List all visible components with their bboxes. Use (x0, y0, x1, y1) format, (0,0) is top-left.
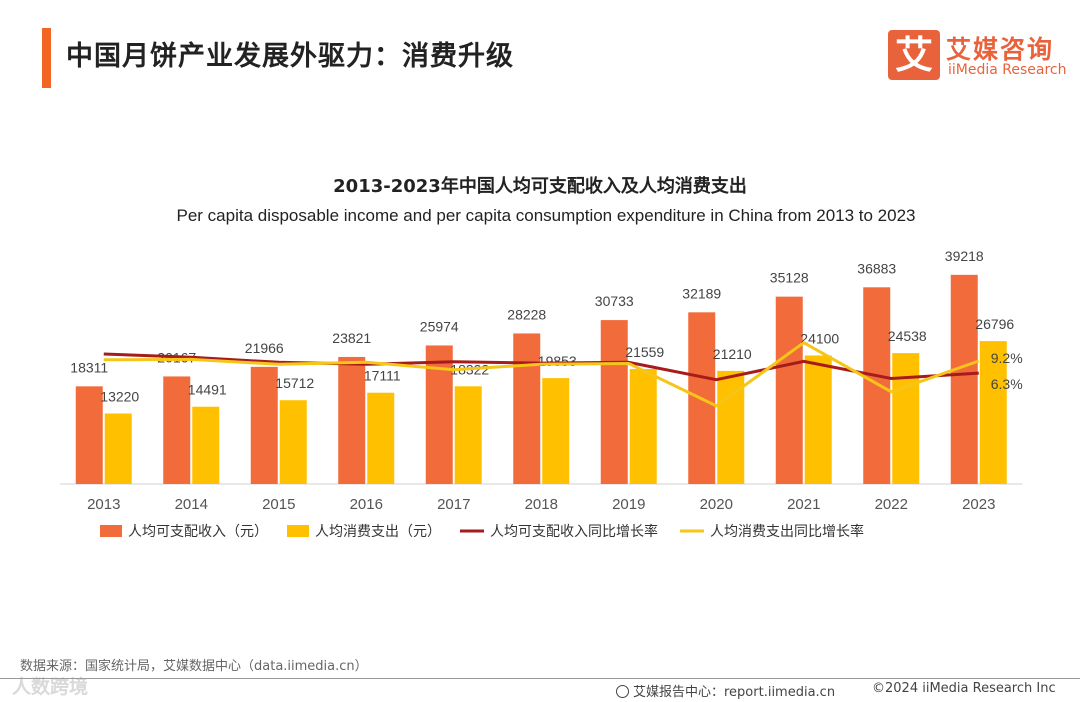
bar-consumption (454, 386, 482, 484)
bar-consumption (104, 413, 132, 484)
bar-consumption (804, 355, 832, 484)
bar-consumption (542, 378, 570, 484)
data-label: 15712 (275, 375, 314, 391)
x-tick-label: 2022 (875, 496, 908, 513)
data-label: 28228 (507, 306, 546, 322)
bar-consumption (279, 400, 307, 484)
x-tick-label: 2016 (350, 496, 383, 513)
bar-income (775, 296, 803, 484)
x-tick-label: 2023 (962, 496, 995, 513)
iimedia-logo: 艾 艾媒咨询 iiMedia Research (888, 30, 1067, 82)
footer-copyright: ©2024 iiMedia Research Inc (872, 681, 1056, 696)
data-label: 17111 (364, 368, 401, 384)
x-tick-label: 2019 (612, 496, 645, 513)
chart-title: 2013-2023年中国人均可支配收入及人均消费支出 (333, 176, 747, 197)
bar-income (863, 287, 891, 484)
data-label: 30733 (595, 293, 634, 309)
data-label: 14491 (188, 382, 227, 398)
bar-income (163, 376, 191, 484)
data-label: 24100 (800, 330, 839, 346)
logo-cn-text: 艾媒咨询 (946, 35, 1055, 64)
footer-divider (0, 678, 1080, 679)
income-growth-end-label: 6.3% (991, 376, 1023, 392)
x-tick-label: 2015 (262, 496, 295, 513)
data-label: 21210 (713, 346, 752, 362)
logo-mark: 艾 (888, 30, 940, 80)
bar-consumption (192, 406, 220, 484)
data-label: 26796 (975, 316, 1014, 332)
legend-item-income-swatch (100, 525, 122, 537)
title-accent-bar (42, 28, 51, 88)
data-label: 13220 (100, 388, 139, 404)
legend-item-consumption-swatch (287, 525, 309, 537)
data-label: 32189 (682, 285, 721, 301)
x-tick-label: 2017 (437, 496, 470, 513)
data-label: 23821 (332, 330, 371, 346)
x-tick-label: 2018 (525, 496, 558, 513)
data-label: 39218 (945, 248, 984, 264)
bar-consumption (367, 392, 395, 484)
legend-item-consumption-label: 人均消费支出（元） (315, 524, 441, 540)
bar-income (250, 366, 278, 484)
data-label: 19853 (538, 353, 577, 369)
data-label: 21559 (625, 344, 664, 360)
x-tick-label: 2013 (87, 496, 120, 513)
bar-income (600, 320, 628, 484)
footer-report-link[interactable]: 艾媒报告中心：report.iimedia.cn (616, 681, 835, 700)
page-title: 中国月饼产业发展外驱力：消费升级 (66, 41, 514, 72)
x-tick-label: 2021 (787, 496, 820, 513)
consumption-growth-line (103, 341, 980, 408)
data-label: 21966 (245, 340, 284, 356)
data-label: 24538 (888, 328, 927, 344)
bar-income (513, 333, 541, 484)
bar-consumption (892, 353, 920, 484)
logo-en-text: iiMedia Research (948, 62, 1067, 78)
legend-item-consumption-growth-label: 人均消费支出同比增长率 (710, 523, 864, 540)
data-source-note: 数据来源：国家统计局，艾媒数据中心（data.iimedia.cn） (20, 659, 368, 674)
bar-consumption (979, 341, 1007, 484)
data-label: 18311 (70, 359, 108, 375)
footer-report-text: 艾媒报告中心：report.iimedia.cn (633, 685, 836, 700)
globe-icon (616, 685, 629, 698)
consumption-growth-end-label: 9.2% (991, 350, 1023, 366)
bar-income (338, 356, 366, 484)
legend-item-income-growth-label: 人均可支配收入同比增长率 (490, 523, 658, 540)
x-tick-label: 2014 (175, 496, 208, 513)
bar-income (75, 386, 103, 484)
data-label: 35128 (770, 270, 809, 286)
x-tick-label: 2020 (700, 496, 733, 513)
legend-item-income-label: 人均可支配收入（元） (128, 524, 268, 540)
data-label: 36883 (857, 260, 896, 276)
data-label: 25974 (420, 318, 459, 334)
watermark-text: 人数跨境 (12, 676, 89, 698)
bar-consumption (629, 369, 657, 484)
chart-subtitle: Per capita disposable income and per cap… (176, 206, 916, 225)
bar-income (950, 274, 978, 484)
